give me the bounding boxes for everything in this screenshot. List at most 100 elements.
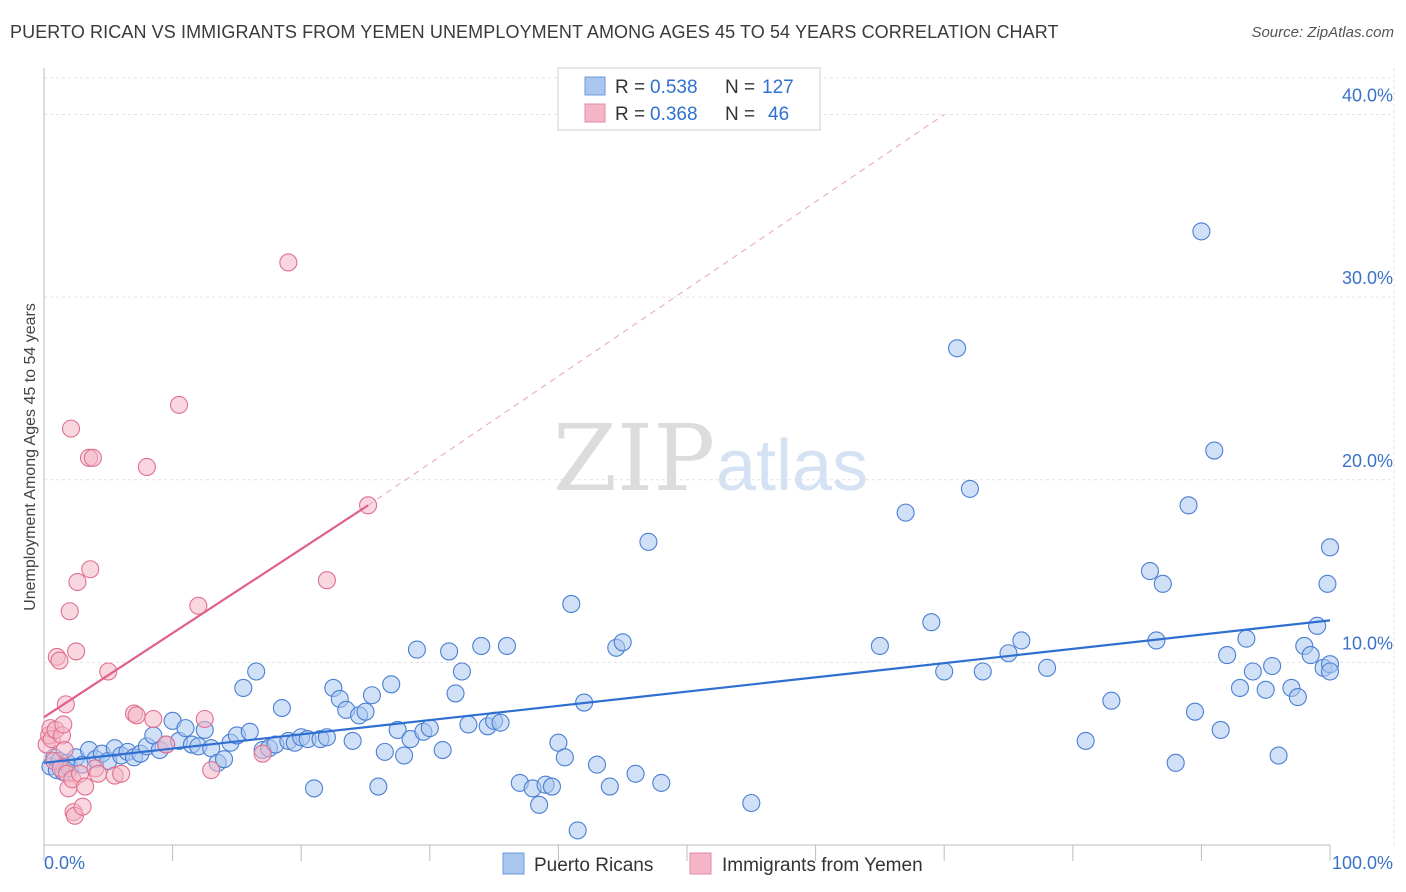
data-point-puerto-ricans	[1320, 538, 1340, 557]
data-point-puerto-ricans	[433, 740, 452, 760]
data-point-immigrants-yemen	[67, 642, 86, 661]
data-point-puerto-ricans	[652, 773, 671, 792]
data-point-puerto-ricans	[1218, 646, 1237, 665]
stats-r-value-1: 0.538	[650, 77, 698, 98]
data-point-puerto-ricans	[1102, 691, 1121, 710]
data-point-puerto-ricans	[356, 702, 375, 721]
data-point-puerto-ricans	[1263, 656, 1282, 676]
data-point-immigrants-yemen	[202, 761, 221, 780]
data-point-puerto-ricans	[472, 636, 491, 655]
data-point-puerto-ricans	[272, 698, 291, 718]
data-point-puerto-ricans	[343, 731, 362, 750]
data-point-immigrants-yemen	[253, 744, 272, 763]
data-point-immigrants-yemen	[99, 662, 118, 681]
stats-r-value-2: 0.368	[650, 104, 698, 125]
data-point-puerto-ricans	[626, 764, 645, 783]
data-point-puerto-ricans	[1237, 629, 1256, 648]
data-point-puerto-ricans	[375, 742, 394, 761]
data-point-immigrants-yemen	[50, 651, 69, 670]
data-point-immigrants-yemen	[60, 602, 79, 621]
data-point-puerto-ricans	[587, 755, 607, 774]
data-point-puerto-ricans	[240, 722, 259, 741]
x-tick-label: 100.0%	[1332, 853, 1393, 873]
data-point-puerto-ricans	[497, 636, 517, 655]
data-point-puerto-ricans	[452, 662, 472, 681]
data-point-puerto-ricans	[1318, 574, 1337, 593]
data-point-immigrants-yemen	[112, 764, 131, 783]
y-tick-label: 30.0%	[1342, 268, 1393, 288]
data-point-puerto-ricans	[1012, 631, 1031, 650]
data-point-immigrants-yemen	[55, 740, 74, 760]
y-tick-label: 10.0%	[1342, 633, 1393, 653]
data-point-puerto-ricans	[420, 719, 439, 738]
data-point-immigrants-yemen	[68, 572, 87, 592]
stats-legend-swatch-2	[584, 103, 606, 123]
data-point-puerto-ricans	[1185, 702, 1205, 721]
stats-n-value-2: 46	[768, 104, 789, 125]
source-label: Source: ZipAtlas.com	[1251, 24, 1394, 41]
data-point-puerto-ricans	[1166, 753, 1185, 772]
data-point-puerto-ricans	[362, 686, 381, 705]
data-point-puerto-ricans	[395, 746, 414, 765]
data-point-immigrants-yemen	[88, 764, 108, 783]
data-point-puerto-ricans	[1038, 658, 1057, 677]
stats-r-label-2: R =	[615, 104, 650, 125]
data-point-puerto-ricans	[491, 713, 510, 732]
data-point-puerto-ricans	[1153, 574, 1172, 593]
data-point-puerto-ricans	[600, 777, 619, 796]
data-point-puerto-ricans	[440, 642, 459, 661]
data-point-puerto-ricans	[459, 715, 478, 734]
data-point-puerto-ricans	[1205, 441, 1224, 460]
data-point-puerto-ricans	[1179, 496, 1198, 515]
data-point-puerto-ricans	[176, 719, 195, 738]
data-point-puerto-ricans	[639, 532, 658, 551]
y-tick-labels: 10.0% 20.0% 30.0% 40.0%	[1342, 86, 1393, 654]
stats-legend-swatch-1	[584, 76, 606, 96]
data-point-puerto-ricans	[1230, 678, 1250, 697]
chart-title: PUERTO RICAN VS IMMIGRANTS FROM YEMEN UN…	[10, 22, 1059, 42]
data-point-puerto-ricans	[1269, 746, 1288, 765]
y-axis-label: Unemployment Among Ages 45 to 54 years	[22, 303, 39, 611]
data-point-puerto-ricans	[1211, 720, 1230, 740]
data-point-puerto-ricans	[1256, 680, 1275, 699]
data-point-immigrants-yemen	[317, 571, 336, 590]
trend-lines	[43, 114, 1331, 764]
data-point-puerto-ricans	[234, 678, 253, 697]
stats-n-label-2: N =	[725, 104, 760, 125]
stats-n-value-1: 127	[762, 77, 794, 98]
data-point-puerto-ricans	[382, 675, 401, 694]
stats-legend: R = 0.538 N = 127 R = 0.368 N = 46	[557, 67, 821, 131]
data-point-puerto-ricans	[960, 479, 979, 498]
y-tick-label: 40.0%	[1342, 86, 1393, 106]
data-point-immigrants-yemen	[144, 709, 163, 729]
y-tick-label: 20.0%	[1342, 451, 1393, 471]
data-point-puerto-ricans	[896, 503, 915, 522]
data-point-puerto-ricans	[1140, 562, 1160, 581]
data-point-puerto-ricans	[1076, 731, 1095, 750]
data-point-puerto-ricans	[1243, 662, 1262, 681]
data-point-puerto-ricans	[214, 750, 234, 769]
x-tick-labels: 0.0% 100.0%	[44, 853, 1393, 873]
data-point-immigrants-yemen	[279, 253, 298, 272]
trend-line-puerto-ricans	[43, 619, 1331, 764]
legend-swatch-puerto-ricans	[502, 852, 525, 875]
data-point-immigrants-yemen	[195, 709, 214, 729]
data-point-puerto-ricans	[407, 640, 426, 659]
x-tick-label: 0.0%	[44, 853, 85, 873]
data-point-puerto-ricans	[742, 793, 761, 813]
data-point-puerto-ricans	[1320, 662, 1340, 681]
data-point-puerto-ricans	[973, 662, 992, 681]
data-point-puerto-ricans	[247, 662, 266, 681]
legend-label-puerto-ricans: Puerto Ricans	[534, 855, 653, 876]
data-point-puerto-ricans	[562, 594, 581, 613]
data-point-puerto-ricans	[555, 748, 574, 767]
legend-swatch-immigrants-yemen	[689, 852, 712, 875]
data-point-puerto-ricans	[1308, 616, 1327, 635]
data-point-immigrants-yemen	[83, 448, 102, 467]
data-point-puerto-ricans	[870, 636, 889, 655]
data-point-puerto-ricans	[568, 821, 587, 840]
data-point-immigrants-yemen	[73, 797, 92, 816]
watermark-atlas: atlas	[716, 426, 868, 506]
data-point-puerto-ricans	[948, 339, 967, 358]
x-ticks	[43, 845, 1331, 861]
